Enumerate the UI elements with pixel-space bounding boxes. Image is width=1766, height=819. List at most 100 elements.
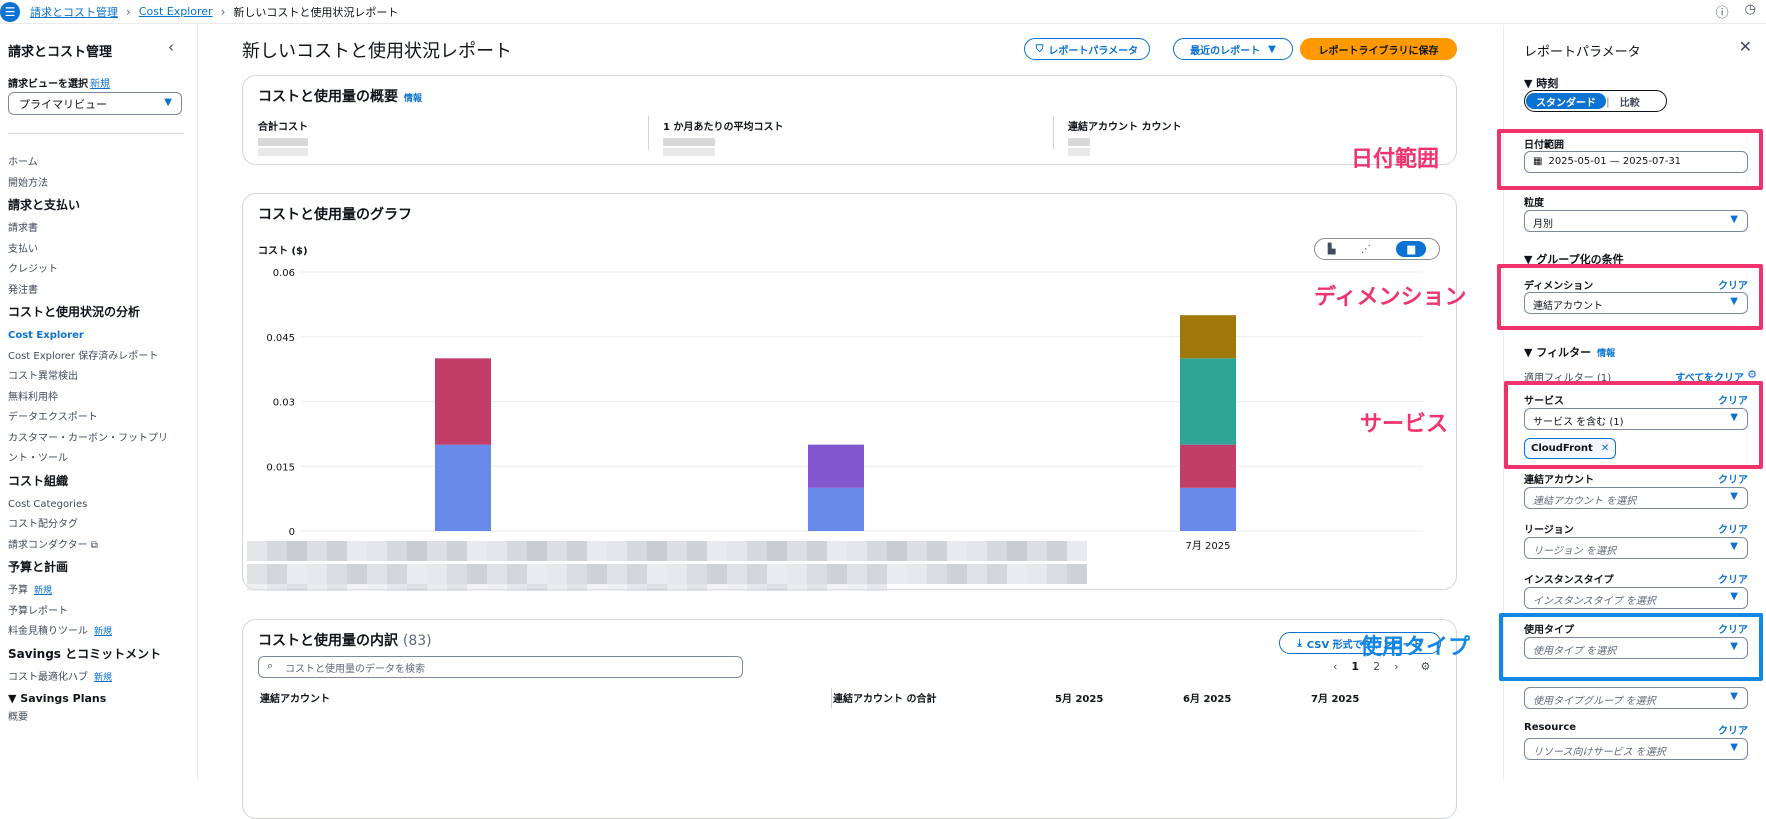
sidebar-item-0[interactable]: ホーム [8, 153, 193, 174]
sidebar-item-4[interactable]: 支払い [8, 240, 193, 261]
new-badge[interactable]: 新規 [94, 627, 113, 637]
region-clear-link[interactable]: クリア [1718, 525, 1748, 536]
dimension-select[interactable]: 連結アカウント ▼ [1524, 292, 1748, 314]
linked-account-select[interactable]: 連結アカウント を選択 ▼ [1524, 487, 1748, 509]
remove-icon[interactable]: ✕ [1600, 443, 1610, 454]
resource-clear-link[interactable]: クリア [1718, 726, 1748, 737]
sidebar-item-26[interactable]: 概要 [8, 708, 193, 729]
breakdown-search-input[interactable]: コストと使用量のデータを検索 [258, 656, 743, 678]
compare-option[interactable]: 比較 [1619, 97, 1640, 109]
line-chart-icon[interactable]: ⋰ [1360, 243, 1371, 255]
gear-icon[interactable]: ⚙ [1420, 660, 1431, 673]
service-select[interactable]: サービス を含む (1) ▼ [1524, 408, 1748, 430]
report-params-label: レポートパラメータ [1048, 45, 1139, 57]
sidebar-item-20[interactable]: 予算 新規 [8, 581, 193, 602]
csv-download-button[interactable]: ⤓ CSV 形式でダウンロード [1279, 632, 1441, 654]
bar-segment-2-3[interactable] [1180, 358, 1236, 445]
sidebar-item-13[interactable]: カスタマー・カーボン・フットプリ [8, 429, 193, 450]
bar-segment-1-2[interactable] [808, 444, 864, 488]
legend-blur-cell [647, 541, 667, 561]
sidebar-item-14[interactable]: ント・ツール [8, 449, 193, 470]
bar-segment-2-4[interactable] [1180, 315, 1236, 359]
sidebar-item-6[interactable]: 発注書 [8, 281, 193, 302]
breadcrumb-billing[interactable]: 請求とコスト管理 [30, 5, 118, 19]
recent-reports-button[interactable]: 最近のレポート ▼ [1173, 38, 1293, 60]
page-1[interactable]: 1 [1351, 660, 1360, 673]
legend-blur-cell [287, 584, 307, 591]
bar-segment-0-0[interactable] [435, 444, 491, 531]
sidebar-item-22[interactable]: 料金見積りツール 新規 [8, 622, 193, 643]
time-section[interactable]: ▼ 時刻 [1524, 77, 1559, 90]
panel-title: レポートパラメータ [1524, 45, 1641, 60]
close-icon[interactable]: ✕ [1738, 37, 1752, 56]
sidebar-item-25[interactable]: ▼ Savings Plans [8, 688, 193, 708]
resource-select[interactable]: リソース向けサービス を選択 ▼ [1524, 738, 1748, 760]
time-mode-toggle[interactable]: スタンダード | 比較 [1524, 90, 1667, 112]
col-jul[interactable]: 7月 2025 [1311, 694, 1360, 705]
region-select[interactable]: リージョン を選択 ▼ [1524, 537, 1748, 559]
usage-type-label: 使用タイプ [1524, 625, 1574, 636]
usage-type-clear-link[interactable]: クリア [1718, 625, 1748, 636]
sidebar-item-9[interactable]: Cost Explorer 保存済みレポート [8, 347, 193, 368]
sidebar-item-1[interactable]: 開始方法 [8, 174, 193, 195]
next-page-icon[interactable]: › [1394, 660, 1399, 673]
collapse-icon[interactable]: ‹ [168, 38, 174, 56]
usage-type-group-select[interactable]: 使用タイプグループ を選択 ▼ [1524, 687, 1748, 709]
filter-section[interactable]: ▼ フィルター 情報 [1524, 344, 1615, 360]
sidebar-item-11[interactable]: 無料利用枠 [8, 388, 193, 409]
bar-chart-icon[interactable]: ▙ [1327, 243, 1336, 255]
col-linked-account[interactable]: 連結アカウント [260, 694, 330, 705]
legend-blur-cell [887, 564, 907, 584]
usage-type-select[interactable]: 使用タイプ を選択 ▼ [1524, 637, 1748, 659]
info-link[interactable]: 情報 [404, 94, 423, 104]
menu-icon[interactable]: ☰ [0, 1, 20, 22]
stacked-bar-icon[interactable]: ▆ [1396, 241, 1427, 257]
granularity-select[interactable]: 月別 ▼ [1524, 210, 1748, 232]
prev-page-icon[interactable]: ‹ [1333, 660, 1338, 673]
instance-type-clear-link[interactable]: クリア [1718, 575, 1748, 586]
standard-option[interactable]: スタンダード [1526, 93, 1606, 109]
linked-account-clear-link[interactable]: クリア [1718, 475, 1748, 486]
legend-blur-cell [607, 584, 627, 591]
sidebar-item-24[interactable]: コスト最適化ハブ 新規 [8, 668, 193, 689]
legend-blur-cell [307, 564, 327, 584]
linked-account-label: 連結アカウント [1524, 475, 1594, 486]
filter-info-link[interactable]: 情報 [1597, 349, 1616, 359]
new-badge[interactable]: 新規 [34, 586, 53, 596]
info-icon[interactable]: ⓘ [1715, 6, 1729, 21]
col-may[interactable]: 5月 2025 [1055, 694, 1104, 705]
chart-type-toggle[interactable]: ▙ ⋰ ▆ [1314, 238, 1440, 260]
page-2[interactable]: 2 [1373, 660, 1381, 673]
dimension-clear-link[interactable]: クリア [1718, 281, 1748, 292]
report-params-button[interactable]: ⛉ レポートパラメータ [1024, 38, 1150, 60]
sidebar-item-8[interactable]: Cost Explorer [8, 326, 193, 347]
sidebar-item-10[interactable]: コスト異常検出 [8, 367, 193, 388]
bar-segment-2-1[interactable] [1180, 444, 1236, 488]
sidebar-item-12[interactable]: データエクスポート [8, 408, 193, 429]
settings-icon[interactable]: ⚙ [1747, 368, 1757, 381]
sidebar-item-label: 予算レポート [8, 605, 68, 617]
clear-all-link[interactable]: すべてをクリア [1675, 373, 1744, 384]
col-total[interactable]: 連結アカウント の合計 [833, 694, 937, 705]
summary-card: コストと使用量の概要 情報 合計コスト 1 か月あたりの平均コスト 連結アカウント… [242, 75, 1457, 165]
settings-icon[interactable]: ◷ [1744, 2, 1756, 17]
sidebar-item-18[interactable]: 請求コンダクター ⧉ [8, 536, 193, 557]
breadcrumb-cost-explorer[interactable]: Cost Explorer [138, 5, 213, 18]
view-select[interactable]: プライマリビュー ▼ [8, 92, 182, 115]
new-badge[interactable]: 新規 [94, 672, 113, 683]
bar-segment-2-0[interactable] [1180, 487, 1236, 531]
instance-type-select[interactable]: インスタンスタイプ を選択 ▼ [1524, 587, 1748, 609]
date-range-input[interactable]: ▦ 2025-05-01 — 2025-07-31 [1524, 151, 1748, 173]
sidebar-item-21[interactable]: 予算レポート [8, 602, 193, 623]
col-jun[interactable]: 6月 2025 [1183, 694, 1232, 705]
sidebar-item-5[interactable]: クレジット [8, 260, 193, 281]
sidebar-item-3[interactable]: 請求書 [8, 219, 193, 240]
sidebar-item-16[interactable]: Cost Categories [8, 495, 193, 516]
new-badge[interactable]: 新規 [90, 79, 110, 90]
bar-segment-1-0[interactable] [808, 487, 864, 531]
sidebar-item-17[interactable]: コスト配分タグ [8, 515, 193, 536]
save-to-library-button[interactable]: レポートライブラリに保存 [1300, 38, 1457, 60]
service-clear-link[interactable]: クリア [1718, 396, 1748, 407]
bar-segment-0-1[interactable] [435, 358, 491, 445]
group-section[interactable]: ▼ グループ化の条件 [1524, 253, 1624, 266]
